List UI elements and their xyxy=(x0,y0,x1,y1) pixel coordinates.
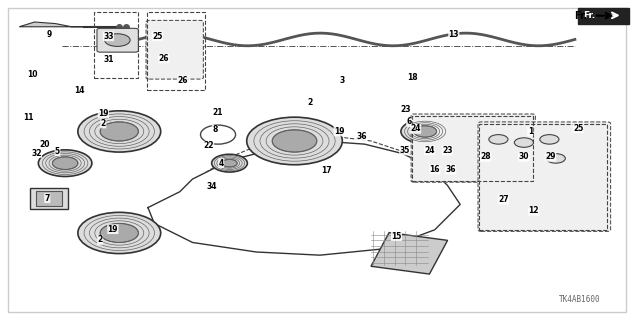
Circle shape xyxy=(100,122,138,141)
Text: 8: 8 xyxy=(212,125,218,134)
Circle shape xyxy=(246,117,342,165)
Circle shape xyxy=(401,119,449,143)
Text: 24: 24 xyxy=(410,124,421,133)
Text: 23: 23 xyxy=(401,105,412,114)
Circle shape xyxy=(52,157,78,170)
Bar xyxy=(412,116,534,180)
Text: 5: 5 xyxy=(55,147,60,156)
Circle shape xyxy=(100,223,138,243)
Circle shape xyxy=(515,138,534,147)
Text: 2: 2 xyxy=(100,119,106,128)
Text: 24: 24 xyxy=(424,146,435,155)
Text: 7: 7 xyxy=(45,194,50,203)
Text: 25: 25 xyxy=(573,124,583,133)
Text: 31: 31 xyxy=(103,55,114,64)
Text: 25: 25 xyxy=(152,32,163,41)
Circle shape xyxy=(540,135,559,144)
Text: 36: 36 xyxy=(445,165,456,174)
Circle shape xyxy=(212,154,247,172)
Bar xyxy=(578,8,629,24)
Text: 20: 20 xyxy=(40,140,50,149)
Circle shape xyxy=(38,150,92,177)
Circle shape xyxy=(78,212,161,253)
Bar xyxy=(36,191,62,206)
Text: 19: 19 xyxy=(334,127,344,136)
Bar xyxy=(147,12,205,90)
Text: 9: 9 xyxy=(47,30,52,39)
FancyBboxPatch shape xyxy=(478,122,611,231)
Text: 19: 19 xyxy=(98,108,109,117)
Bar xyxy=(30,188,68,209)
Text: 26: 26 xyxy=(178,76,188,85)
Bar xyxy=(94,12,138,77)
Text: 13: 13 xyxy=(449,30,459,39)
Text: 35: 35 xyxy=(399,146,410,155)
Text: 26: 26 xyxy=(159,54,169,63)
Circle shape xyxy=(104,34,130,46)
Text: 12: 12 xyxy=(528,206,539,215)
FancyBboxPatch shape xyxy=(146,20,204,79)
Text: TK4AB1600: TK4AB1600 xyxy=(559,295,600,304)
Text: 10: 10 xyxy=(27,70,37,79)
FancyBboxPatch shape xyxy=(97,28,138,52)
Text: 28: 28 xyxy=(481,152,491,161)
Text: 21: 21 xyxy=(212,108,223,117)
Text: 29: 29 xyxy=(545,152,556,161)
Text: 22: 22 xyxy=(204,141,214,150)
Text: 34: 34 xyxy=(207,181,217,190)
FancyBboxPatch shape xyxy=(411,114,536,182)
Text: 1: 1 xyxy=(527,127,533,136)
Text: 23: 23 xyxy=(442,146,452,155)
Text: 32: 32 xyxy=(31,148,42,157)
Polygon shape xyxy=(19,22,84,27)
Circle shape xyxy=(222,159,237,167)
Text: 3: 3 xyxy=(340,76,345,85)
Text: 17: 17 xyxy=(321,166,332,175)
Text: Fr.: Fr. xyxy=(574,11,588,21)
Text: Fr.: Fr. xyxy=(583,11,595,20)
Circle shape xyxy=(489,135,508,144)
Text: 33: 33 xyxy=(103,32,114,41)
Bar xyxy=(371,233,447,274)
Text: 27: 27 xyxy=(498,195,509,204)
Text: 6: 6 xyxy=(406,117,412,126)
Text: 2: 2 xyxy=(97,236,103,244)
Circle shape xyxy=(413,126,436,137)
Text: 16: 16 xyxy=(429,165,440,174)
Text: 30: 30 xyxy=(518,152,529,161)
Bar xyxy=(479,124,607,230)
Text: 4: 4 xyxy=(219,159,224,168)
Circle shape xyxy=(78,111,161,152)
Text: 18: 18 xyxy=(407,73,418,82)
Circle shape xyxy=(272,130,317,152)
Text: 15: 15 xyxy=(391,232,402,241)
Circle shape xyxy=(546,154,565,163)
Text: 11: 11 xyxy=(23,113,33,122)
Text: 2: 2 xyxy=(308,99,313,108)
Text: 36: 36 xyxy=(356,132,367,141)
Text: 19: 19 xyxy=(108,225,118,234)
Text: 14: 14 xyxy=(74,86,84,95)
